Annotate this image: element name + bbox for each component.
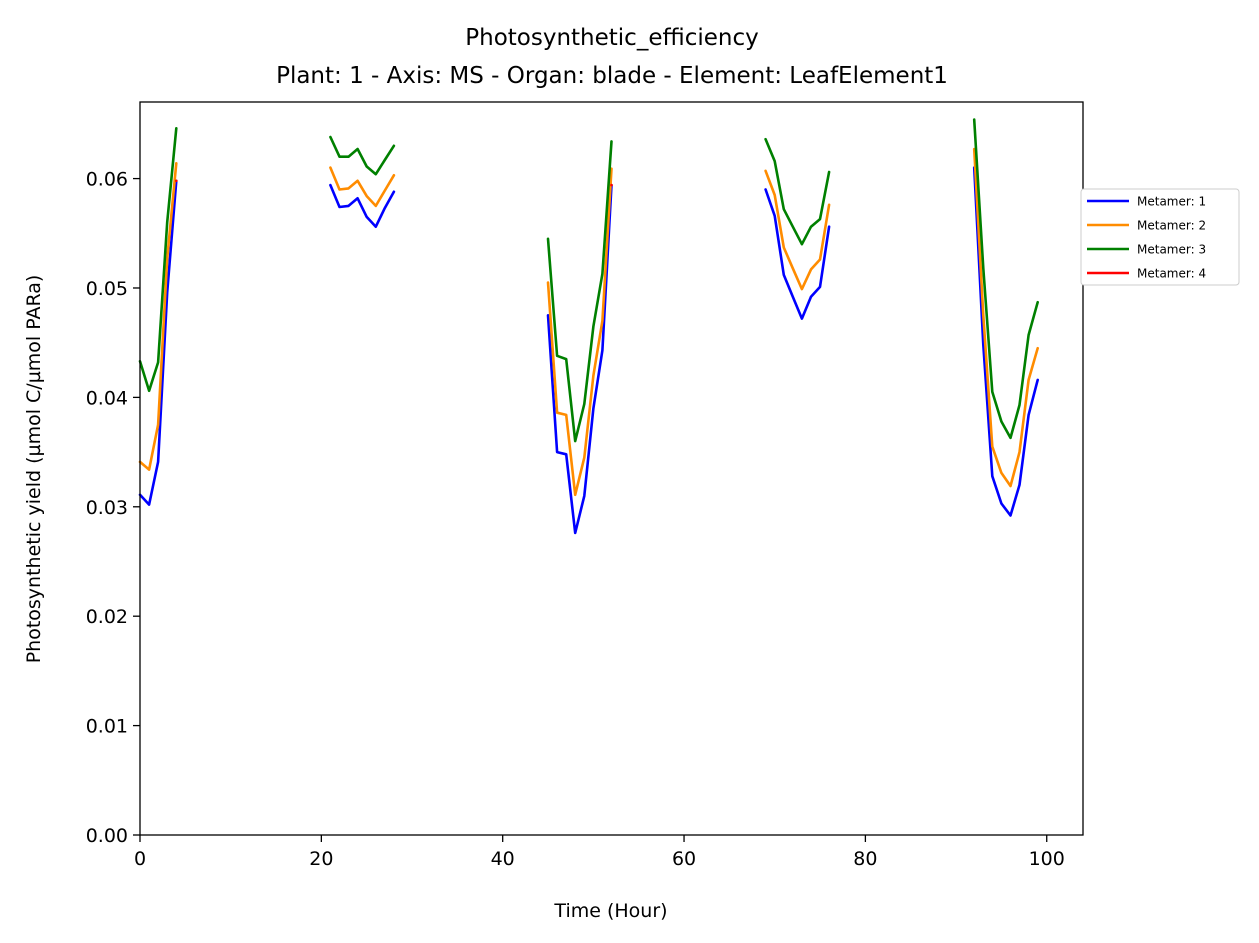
x-tick-label: 60 xyxy=(672,848,696,870)
y-axis-ticks: 0.00 0.01 0.02 0.03 0.04 0.05 0.06 xyxy=(86,169,140,847)
x-axis-label: Time (Hour) xyxy=(553,900,667,922)
legend-box xyxy=(1080,188,1240,286)
series-line-metamer-1-segment-1 xyxy=(138,179,178,506)
series-line-metamer-1-segment-2 xyxy=(329,183,396,228)
chart-subtitle: Plant: 1 - Axis: MS - Organ: blade - Ele… xyxy=(276,63,948,89)
series-line-metamer-2-segment-2 xyxy=(329,166,396,208)
series-line-metamer-3-segment-1 xyxy=(138,127,178,393)
y-tick-label: 0.03 xyxy=(86,497,128,519)
y-tick-label: 0.01 xyxy=(86,716,128,738)
y-tick-label: 0.02 xyxy=(86,606,128,628)
series-line-metamer-2-segment-4 xyxy=(764,169,831,291)
series-line-metamer-1-segment-3 xyxy=(546,183,613,535)
x-tick-label: 40 xyxy=(491,848,515,870)
series-line-metamer-2-segment-3 xyxy=(546,167,613,497)
chart-title: Photosynthetic_efficiency xyxy=(465,25,759,51)
legend-label-metamer-1: Metamer: 1 xyxy=(1137,195,1206,209)
series-line-metamer-2-segment-1 xyxy=(138,162,178,471)
series-line-metamer-2-segment-5 xyxy=(972,147,1039,488)
x-tick-label: 0 xyxy=(134,848,146,870)
x-axis-ticks: 0 20 40 60 80 100 xyxy=(134,835,1065,870)
series-line-metamer-3-segment-5 xyxy=(972,118,1039,440)
series-line-metamer-3-segment-3 xyxy=(546,140,613,443)
legend-label-metamer-3: Metamer: 3 xyxy=(1137,243,1206,257)
y-axis-label: Photosynthetic yield (µmol C/µmol PARa) xyxy=(23,275,45,664)
legend-label-metamer-2: Metamer: 2 xyxy=(1137,219,1206,233)
y-tick-label: 0.04 xyxy=(86,387,128,409)
x-tick-label: 100 xyxy=(1029,848,1065,870)
series-line-metamer-1-segment-4 xyxy=(764,188,831,320)
series-line-metamer-3-segment-4 xyxy=(764,137,831,246)
x-tick-label: 80 xyxy=(853,848,877,870)
plot-lines xyxy=(138,118,1039,535)
series-line-metamer-1-segment-5 xyxy=(972,166,1039,517)
y-tick-label: 0.00 xyxy=(86,825,128,847)
legend-label-metamer-4: Metamer: 4 xyxy=(1137,267,1206,281)
y-tick-label: 0.06 xyxy=(86,169,128,191)
y-tick-label: 0.05 xyxy=(86,278,128,300)
x-tick-label: 20 xyxy=(309,848,333,870)
series-line-metamer-3-segment-2 xyxy=(329,135,396,176)
legend: Metamer: 1 Metamer: 2 Metamer: 3 Metamer: 4 xyxy=(1080,188,1240,286)
plot-area-frame xyxy=(139,101,1084,836)
